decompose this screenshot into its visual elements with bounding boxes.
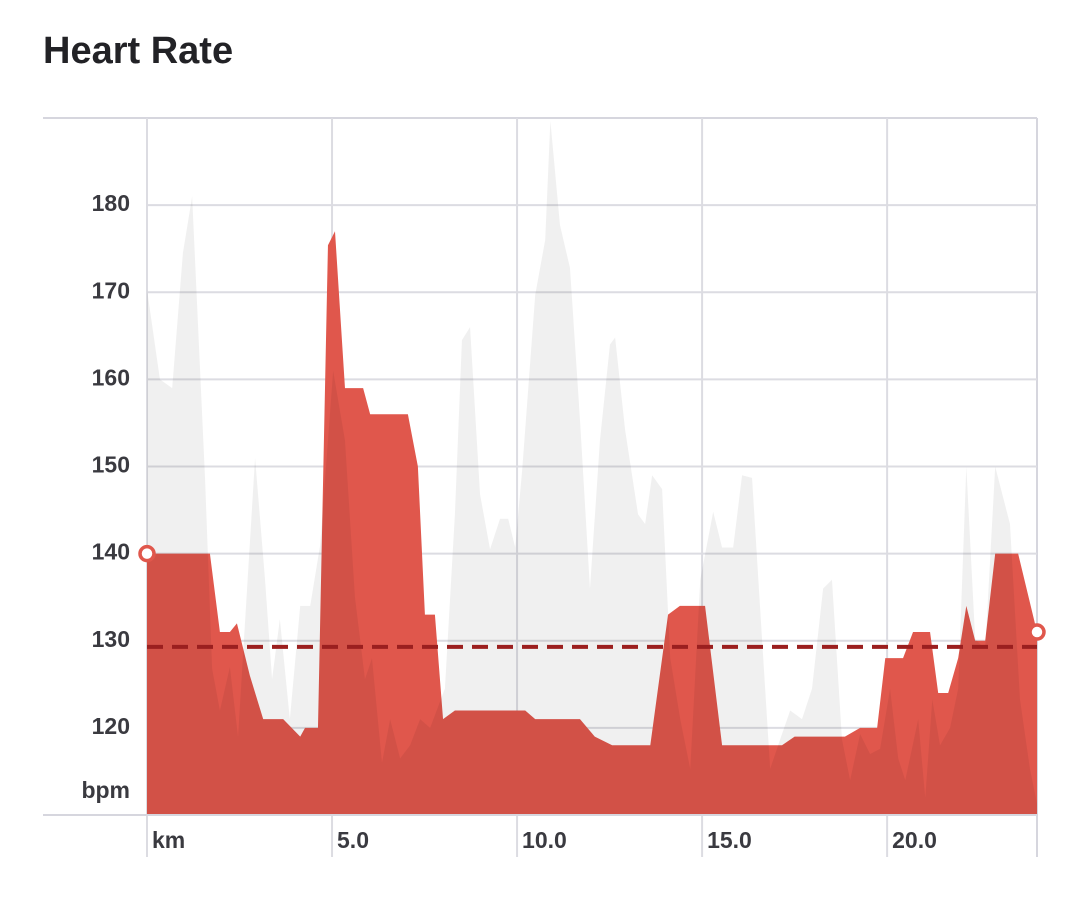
x-tick-label: 15.0 bbox=[707, 827, 752, 853]
y-tick-label: 130 bbox=[92, 626, 130, 652]
area bbox=[147, 231, 1037, 815]
y-tick-label: 160 bbox=[92, 364, 130, 390]
y-tick-label: 140 bbox=[92, 539, 130, 565]
y-tick-label: 170 bbox=[92, 277, 130, 303]
chart-title: Heart Rate bbox=[43, 30, 233, 72]
end-marker bbox=[138, 544, 156, 563]
y-axis-label: bpm bbox=[81, 777, 130, 803]
y-tick-label: 180 bbox=[92, 190, 130, 216]
x-tick-label: 10.0 bbox=[522, 827, 567, 853]
end-marker bbox=[1028, 623, 1046, 641]
x-tick-label: 5.0 bbox=[337, 827, 369, 853]
y-tick-label: 120 bbox=[92, 713, 130, 739]
x-tick-label: km bbox=[152, 827, 185, 853]
x-tick-label: 20.0 bbox=[892, 827, 937, 853]
area bbox=[147, 120, 1037, 815]
y-tick-label: 150 bbox=[92, 452, 130, 478]
